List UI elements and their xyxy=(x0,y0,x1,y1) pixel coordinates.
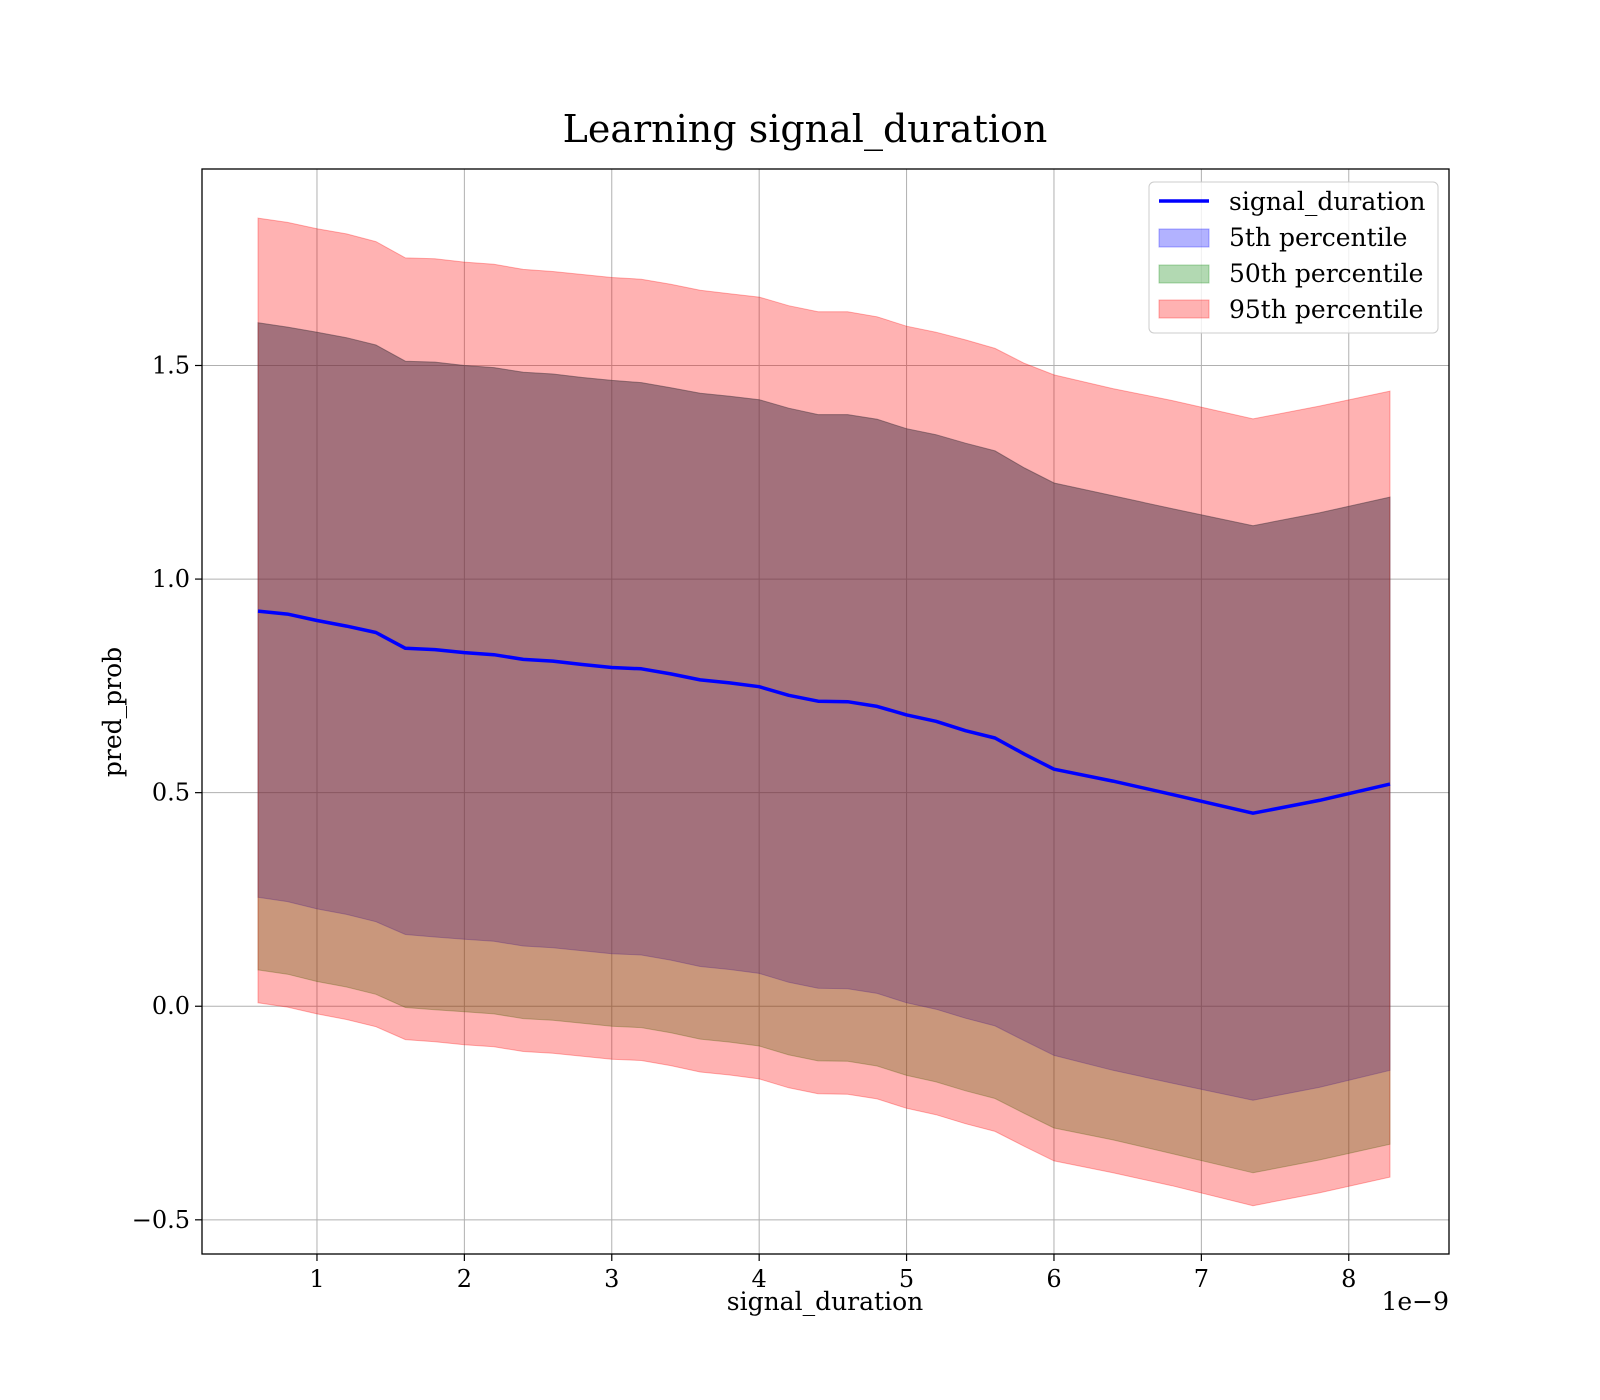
y-tick-label: −0.5 xyxy=(132,1206,190,1234)
x-offset-label: 1e−9 xyxy=(1381,1287,1449,1316)
line-layer xyxy=(257,609,1391,815)
band-95th-percentile xyxy=(257,217,1391,1207)
legend: signal_duration 5th percentile 50th perc… xyxy=(1148,181,1439,334)
series-line-signal-duration xyxy=(257,609,1391,815)
legend-swatch-50th-percentile xyxy=(1158,264,1210,284)
legend-label-50th-percentile: 50th percentile xyxy=(1229,259,1423,288)
x-tick-label: 3 xyxy=(604,1265,619,1293)
legend-swatch-5th-percentile xyxy=(1158,228,1210,248)
chart-title: Learning signal_duration xyxy=(563,107,1048,152)
x-axis-label: signal_duration xyxy=(727,1287,923,1316)
y-tick-label: 0.5 xyxy=(152,779,190,807)
band-50th-percentile xyxy=(257,322,1391,1174)
legend-label-5th-percentile: 5th percentile xyxy=(1229,223,1407,252)
grid xyxy=(202,169,1449,1254)
x-tick-label: 7 xyxy=(1194,1265,1209,1293)
x-tick-label: 8 xyxy=(1341,1265,1356,1293)
x-tick-label: 4 xyxy=(752,1265,767,1293)
legend-label-95th-percentile: 95th percentile xyxy=(1229,295,1423,324)
x-tick-label: 5 xyxy=(899,1265,914,1293)
x-tick-label: 2 xyxy=(457,1265,472,1293)
y-tick-label: 1.0 xyxy=(152,565,190,593)
legend-swatch-95th-percentile xyxy=(1158,299,1210,319)
band-layer xyxy=(257,217,1391,1207)
band-5th-percentile xyxy=(257,322,1391,1101)
legend-box xyxy=(1148,181,1439,334)
x-tick-label: 1 xyxy=(309,1265,324,1293)
y-tick-label: 0.0 xyxy=(152,992,190,1020)
legend-label-signal-duration: signal_duration xyxy=(1229,187,1425,216)
plot-frame xyxy=(201,168,1450,1255)
x-tick-label: 6 xyxy=(1046,1265,1061,1293)
y-tick-label: 1.5 xyxy=(152,351,190,379)
y-axis-label: pred_prob xyxy=(98,647,127,777)
tick-layer: 1 2 3 4 5 6 7 8 −0.5 0.0 0.5 1.0 1.5 xyxy=(132,351,1357,1293)
